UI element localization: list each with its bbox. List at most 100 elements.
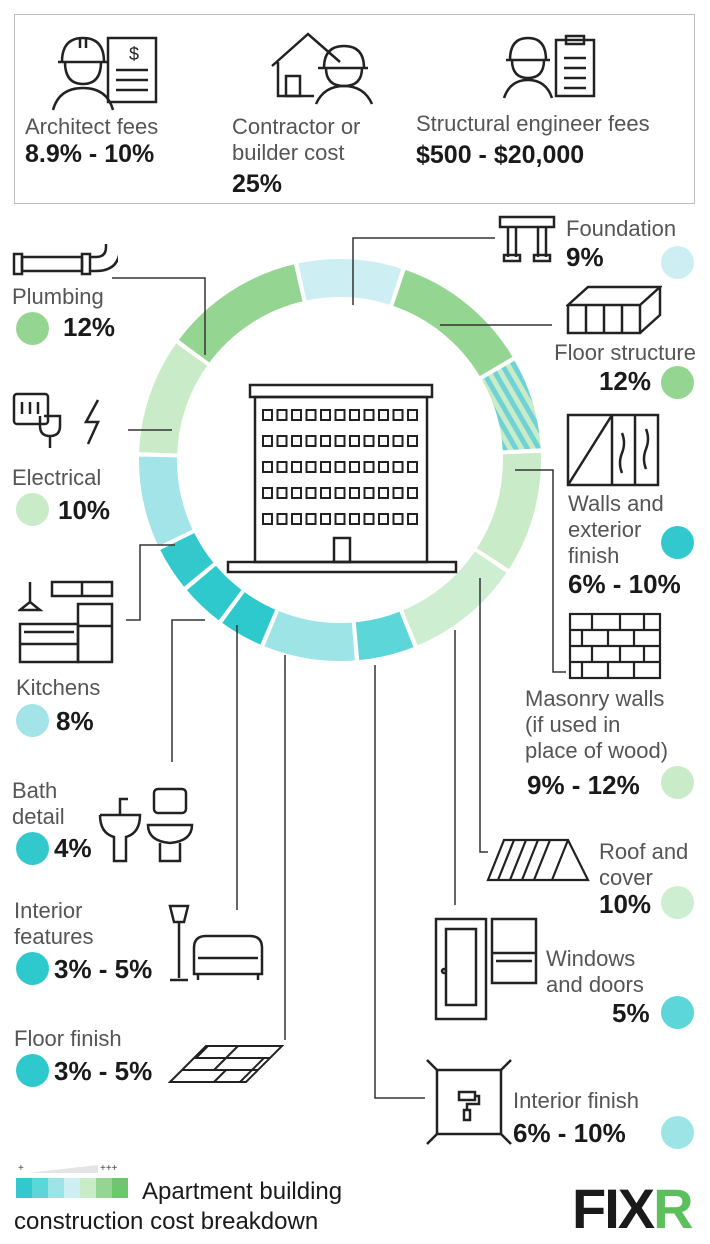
donut-slice-floor-finish	[219, 589, 278, 648]
label-bath: Bath detail	[12, 778, 65, 830]
fee-contractor-label-1: Contractor or	[232, 114, 361, 139]
walls-icon	[566, 413, 660, 487]
plumbing-value: 12%	[63, 312, 116, 342]
donut-slice-masonry-walls-if-used-in-place-of-wood	[474, 450, 543, 572]
logo-text-main: FIX	[572, 1177, 655, 1240]
donut-slice-foundation	[295, 257, 404, 308]
legend-swatches	[16, 1178, 128, 1198]
legend-swatch	[112, 1178, 128, 1198]
label-plumbing: Plumbing	[12, 284, 104, 310]
fixr-logo: FIXR	[572, 1176, 694, 1241]
donut-slice-windows-and-doors	[353, 609, 417, 663]
floor-structure-value: 12%	[598, 366, 651, 396]
leader-lines	[112, 237, 566, 1099]
engineer-icon	[502, 34, 596, 99]
electrical-value: 10%	[58, 495, 111, 525]
donut-slice-plumbing	[176, 261, 305, 366]
bath-icon	[98, 787, 194, 863]
fee-engineer-value: $500 - $20,000	[416, 141, 585, 169]
electrical-label: Electrical	[12, 465, 102, 490]
sofa-icon	[168, 904, 264, 982]
legend-swatch	[16, 1178, 32, 1198]
donut-slice-interior-features	[184, 562, 245, 624]
masonry-label-3: place of wood)	[525, 738, 669, 763]
label-windows: Windows and doors 5%	[546, 946, 650, 1029]
floor-finish-label: Floor finish	[14, 1026, 122, 1051]
bath-value: 4%	[54, 833, 92, 863]
windows-value: 5%	[612, 998, 650, 1028]
footer-title: Apartment building construction cost bre…	[14, 1177, 342, 1237]
foundation-label: Foundation	[566, 216, 677, 241]
dot-windows	[661, 996, 694, 1029]
legend-swatch	[96, 1178, 112, 1198]
svg-text:$: $	[129, 44, 139, 64]
walls-label-1: Walls and	[568, 491, 664, 516]
dot-interior-features	[16, 952, 49, 985]
label-electrical: Electrical	[12, 465, 101, 491]
floor-icon	[168, 1045, 284, 1083]
label-kitchens: Kitchens	[16, 675, 100, 701]
label-floor-structure: Floor structure 12%	[554, 340, 696, 397]
donut-slice-roof-and-cover	[400, 548, 510, 649]
legend-swatch	[80, 1178, 96, 1198]
kitchens-label: Kitchens	[16, 675, 101, 700]
legend-ramp	[28, 1165, 98, 1173]
dot-interior-finish	[661, 1116, 694, 1149]
fee-contractor: Contractor or builder cost 25%	[232, 114, 360, 199]
interior-features-value: 3% - 5%	[54, 954, 153, 984]
walls-label-2: exterior	[568, 517, 642, 542]
label-floor-finish: Floor finish	[14, 1026, 122, 1052]
interior-finish-icon	[426, 1059, 512, 1145]
roof-value: 10%	[599, 889, 652, 919]
roof-icon	[486, 838, 590, 882]
legend-swatch	[48, 1178, 64, 1198]
logo-text-accent: R	[653, 1177, 693, 1240]
floor-finish-value: 3% - 5%	[54, 1056, 153, 1086]
plumbing-label: Plumbing	[12, 284, 104, 309]
roof-label-1: Roof and	[599, 839, 689, 864]
legend-low: +	[18, 1163, 24, 1174]
floor-structure-icon	[566, 285, 662, 335]
interior-finish-label: Interior finish	[513, 1088, 639, 1113]
dot-electrical	[16, 493, 49, 526]
donut-slice-bath-detail	[157, 530, 217, 590]
dot-floor-structure	[661, 366, 694, 399]
dot-foundation	[661, 246, 694, 279]
fees-box	[14, 14, 695, 204]
floor-structure-label: Floor structure	[554, 340, 696, 365]
label-roof: Roof and cover 10%	[599, 839, 688, 920]
kitchens-value: 8%	[56, 706, 94, 736]
dot-floor-finish	[16, 1054, 49, 1087]
dot-masonry	[661, 766, 694, 799]
brick-wall-icon	[568, 612, 662, 680]
dot-plumbing	[16, 312, 49, 345]
label-interior-finish: Interior finish 6% - 10%	[513, 1088, 639, 1149]
pipe-icon	[12, 244, 118, 276]
interior-features-label-2: features	[14, 924, 94, 949]
fee-architect: Architect fees 8.9% - 10%	[25, 114, 158, 169]
bath-label-1: Bath	[12, 778, 58, 803]
fee-contractor-value: 25%	[232, 170, 283, 198]
outlet-icon	[12, 392, 100, 448]
bath-label-2: detail	[12, 804, 65, 829]
roof-label-2: cover	[599, 865, 653, 890]
dot-roof	[661, 886, 694, 919]
donut-slice-kitchens	[137, 454, 196, 549]
fee-engineer: Structural engineer fees $500 - $20,000	[416, 111, 650, 170]
interior-finish-value: 6% - 10%	[513, 1118, 626, 1148]
fee-contractor-label-2: builder cost	[232, 140, 345, 165]
building-icon	[226, 383, 458, 574]
kitchen-icon	[18, 580, 114, 664]
windows-label-2: and doors	[546, 972, 644, 997]
label-masonry: Masonry walls (if used in place of wood)…	[525, 686, 668, 801]
legend-swatch	[64, 1178, 80, 1198]
masonry-label-1: Masonry walls	[525, 686, 665, 711]
label-foundation: Foundation 9%	[566, 216, 696, 273]
masonry-value: 9% - 12%	[527, 770, 640, 800]
walls-value: 6% - 10%	[568, 569, 681, 599]
dot-kitchens	[16, 704, 49, 737]
architect-icon: $	[51, 36, 158, 111]
label-walls: Walls and exterior finish 6% - 10%	[568, 491, 681, 600]
fee-architect-label: Architect fees	[25, 114, 159, 139]
legend-high: +++	[100, 1163, 118, 1174]
